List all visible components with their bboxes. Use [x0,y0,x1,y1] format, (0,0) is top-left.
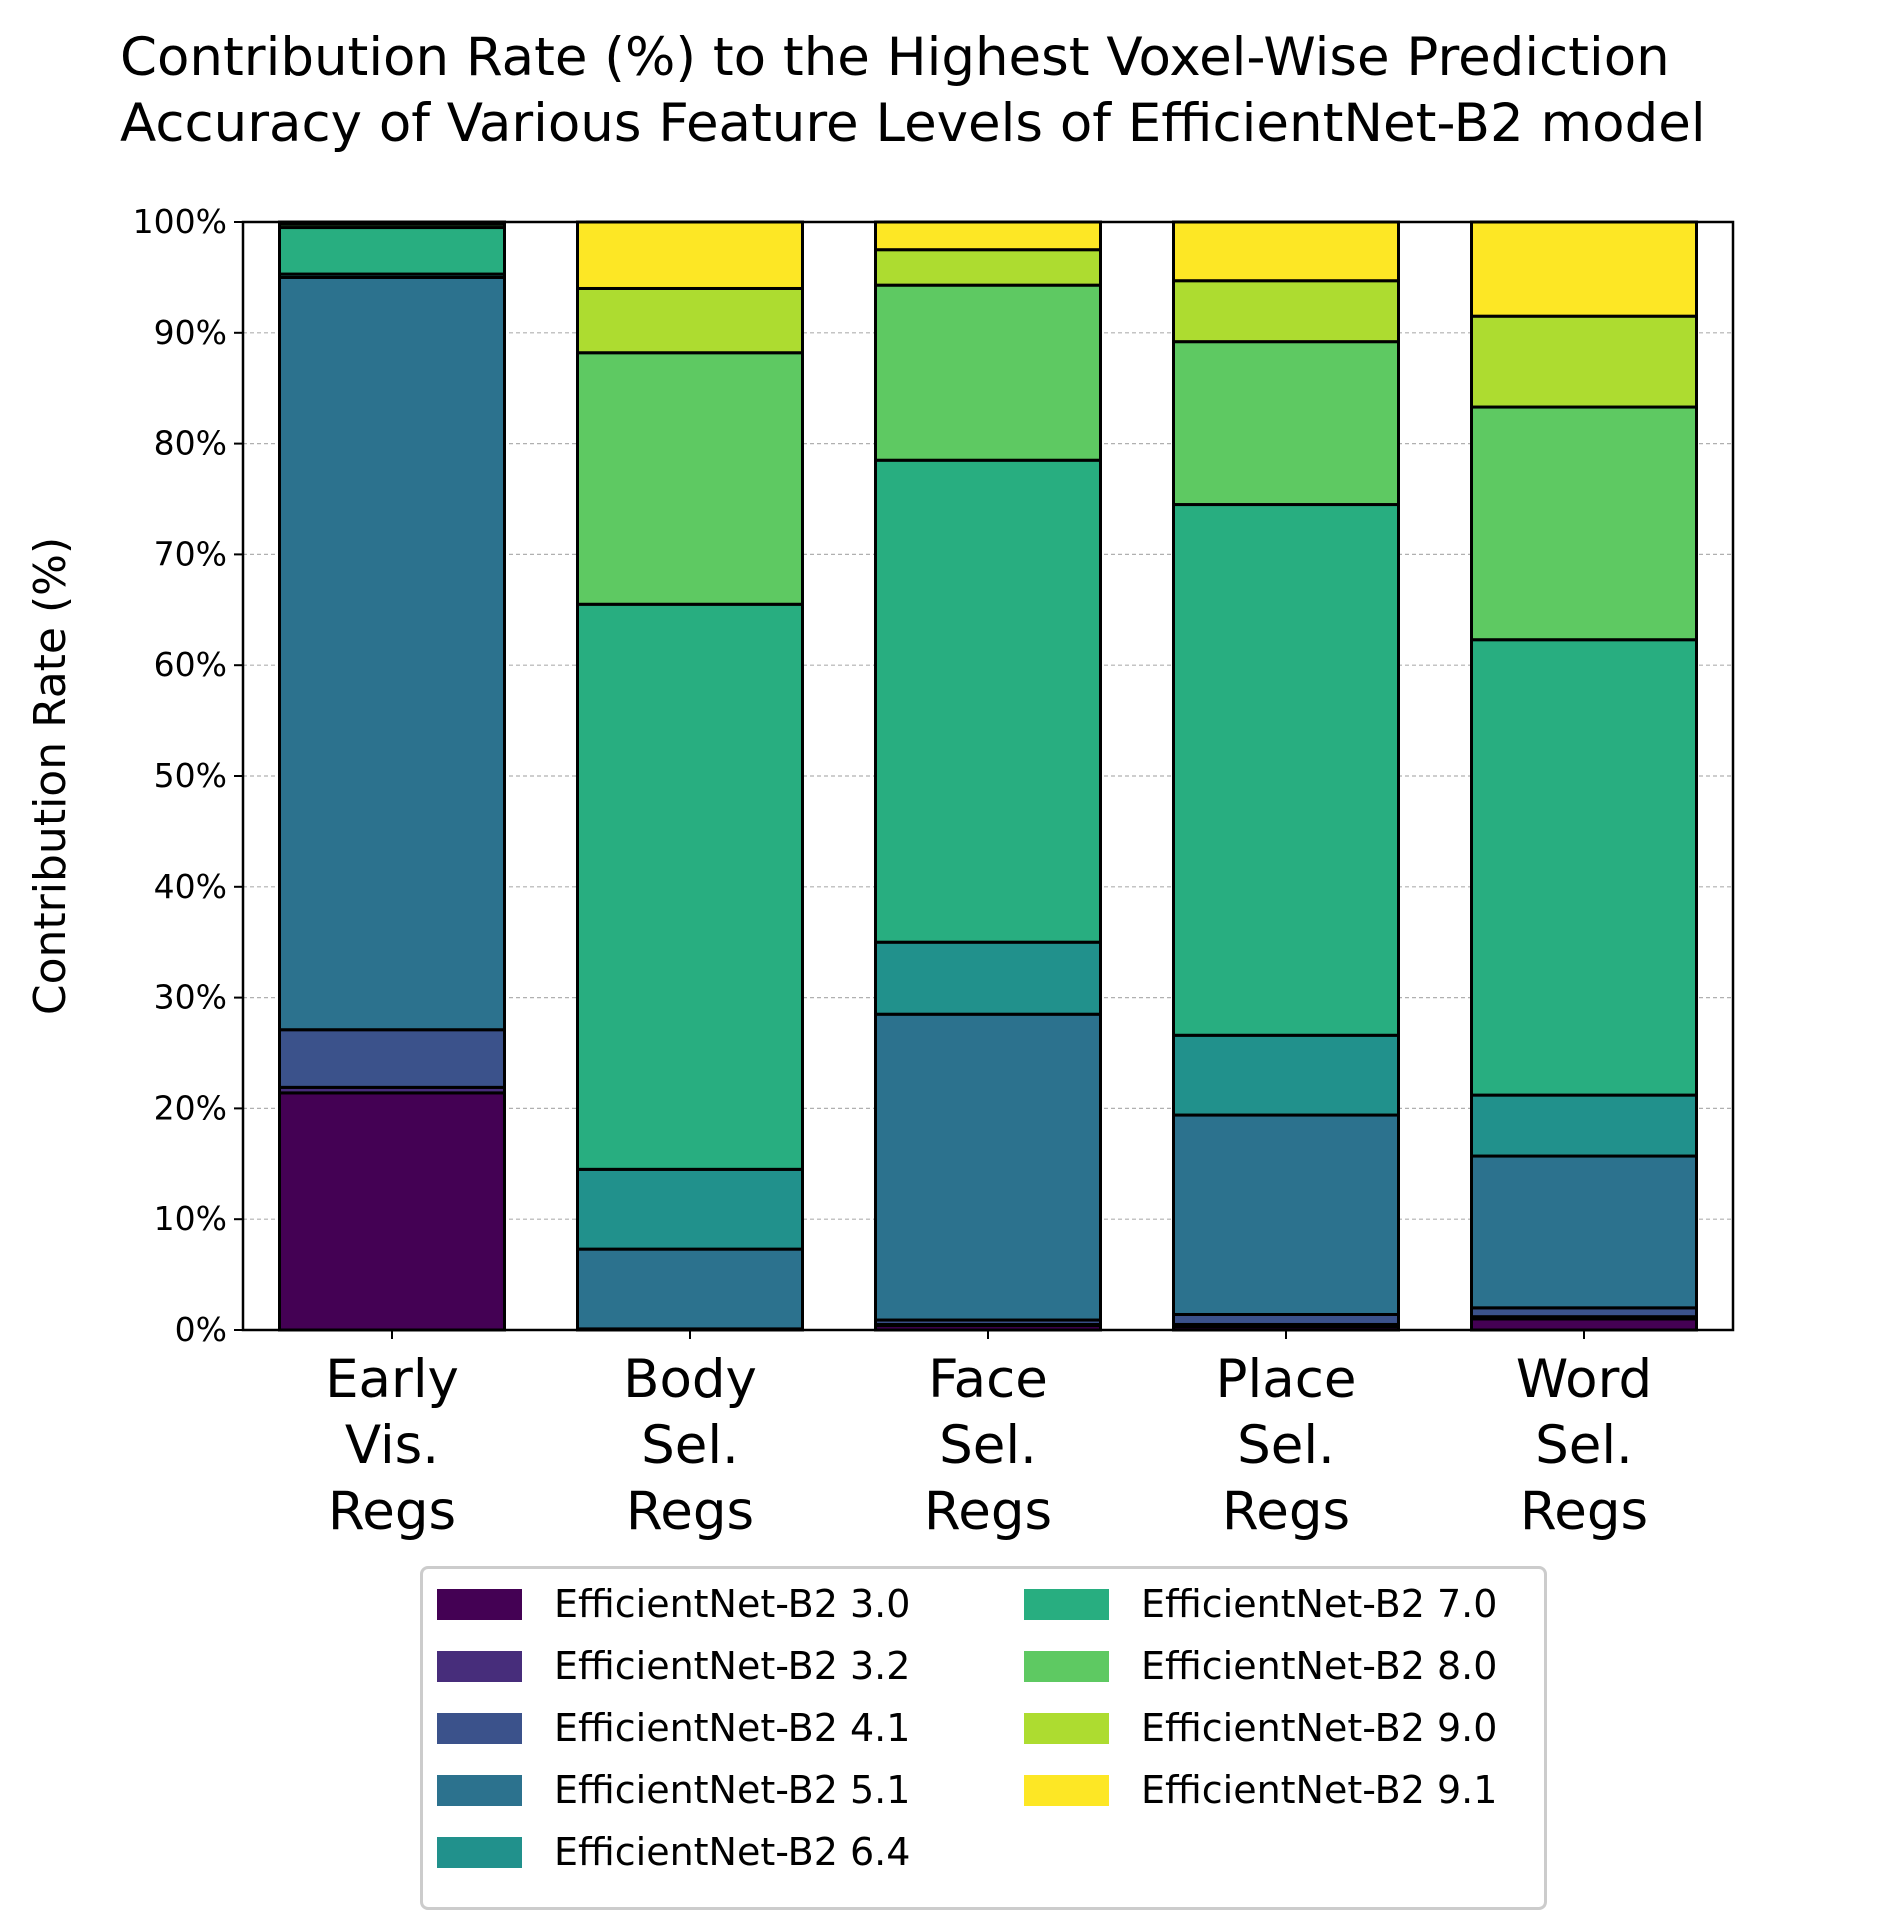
bar-segment [1470,1317,1698,1332]
bar-segment [576,351,804,606]
bar-segment [1172,340,1400,507]
x-tick-label: Face [928,1349,1048,1410]
y-tick-label: 0% [175,1310,227,1349]
bar-segment [1470,405,1698,642]
bar-segment [874,283,1102,462]
legend: EfficientNet-B2 3.0 EfficientNet-B2 3.2 Ef… [420,1566,1547,1910]
bar-segment [1172,1113,1400,1316]
x-tick-label: Sel. [1237,1415,1335,1476]
axes: 0% 10% 20% 30% 40% 50% 60% 70% 80% 90% 100% EarlyVi… [25,202,1735,1542]
legend-item: EfficientNet-B2 9.1 [1024,1767,1497,1813]
y-tick-label: 10% [154,1199,227,1238]
y-axis-label: Contribution Rate (%) [25,537,76,1015]
bar-segment [576,1167,804,1251]
legend-item: EfficientNet-B2 8.0 [1024,1643,1497,1689]
bar-segment [278,1091,506,1332]
legend-label: EfficientNet-B2 4.1 [554,1706,911,1750]
bar-segment [576,220,804,290]
bar-segment [874,248,1102,287]
x-tick-label: Sel. [939,1415,1037,1476]
legend-label: EfficientNet-B2 8.0 [1141,1644,1498,1688]
chart-title-line-2: Accuracy of Various Feature Levels of Ef… [120,93,1706,154]
x-tick-label: Regs [924,1481,1052,1542]
legend-label: EfficientNet-B2 9.1 [1141,1768,1498,1812]
x-tick-label: Place [1216,1349,1357,1410]
bar-segment [576,286,804,355]
x-tick-label: Vis. [345,1415,439,1476]
bar-segment [874,1012,1102,1322]
bar-segment [278,275,506,1032]
x-tick-label: Regs [626,1481,754,1542]
bar-segment [576,602,804,1171]
bars [278,220,1698,1332]
legend-swatch [437,1650,522,1682]
y-tick-label: 20% [154,1088,227,1127]
legend-swatch [1024,1712,1109,1744]
y-tick-label: 70% [154,534,227,573]
y-tick-label: 50% [154,756,227,795]
legend-swatch [437,1712,522,1744]
x-tick-label: Early [325,1349,459,1410]
legend-item: EfficientNet-B2 7.0 [1024,1581,1497,1627]
y-tick-label: 100% [133,202,227,241]
legend-label: EfficientNet-B2 3.2 [554,1644,911,1688]
legend-item: EfficientNet-B2 9.0 [1024,1705,1497,1751]
bar-segment [1470,638,1698,1097]
y-tick-label: 80% [154,424,227,463]
legend-swatch [437,1588,522,1620]
x-tick-label: Regs [328,1481,456,1542]
bar-segment [874,220,1102,252]
x-tick-label: Sel. [1535,1415,1633,1476]
bar-segment [278,226,506,276]
legend-swatch [437,1774,522,1806]
x-tick-label: Body [623,1349,757,1410]
legend-swatch [1024,1774,1109,1806]
legend-label: EfficientNet-B2 6.4 [554,1830,911,1874]
legend-item: EfficientNet-B2 4.1 [437,1705,910,1751]
bar-segment [874,940,1102,1016]
bar-segment [1172,1033,1400,1117]
legend-label: EfficientNet-B2 9.0 [1141,1706,1498,1750]
bar-segment [1470,1154,1698,1310]
legend-item: EfficientNet-B2 5.1 [437,1767,910,1813]
legend-item: EfficientNet-B2 3.0 [437,1581,910,1627]
y-tick-label: 60% [154,645,227,684]
bar-segment [1172,220,1400,283]
legend-item: EfficientNet-B2 3.2 [437,1643,910,1689]
plot-frame [241,220,1735,1332]
legend-swatch [1024,1588,1109,1620]
chart-title-line-1: Contribution Rate (%) to the Highest Vox… [120,27,1670,88]
bar-segment [1470,314,1698,409]
y-tick-label: 30% [154,978,227,1017]
bar-segment [576,1247,804,1331]
bar-segment [874,458,1102,944]
bar-segment [278,1028,506,1089]
bar-segment [1172,279,1400,344]
x-tick-label: Regs [1222,1481,1350,1542]
bar-segment [1470,1093,1698,1158]
legend-label: EfficientNet-B2 7.0 [1141,1582,1498,1626]
legend-swatch [437,1836,522,1868]
legend-item: EfficientNet-B2 6.4 [437,1829,910,1875]
legend-label: EfficientNet-B2 3.0 [554,1582,911,1626]
y-tick-label: 90% [154,313,227,352]
bar-segment [1172,503,1400,1037]
legend-label: EfficientNet-B2 5.1 [554,1768,911,1812]
x-tick-label: Word [1516,1349,1652,1410]
bar-segment [1470,220,1698,318]
legend-swatch [1024,1650,1109,1682]
y-tick-label: 40% [154,867,227,906]
x-tick-label: Regs [1520,1481,1648,1542]
x-tick-label: Sel. [641,1415,739,1476]
